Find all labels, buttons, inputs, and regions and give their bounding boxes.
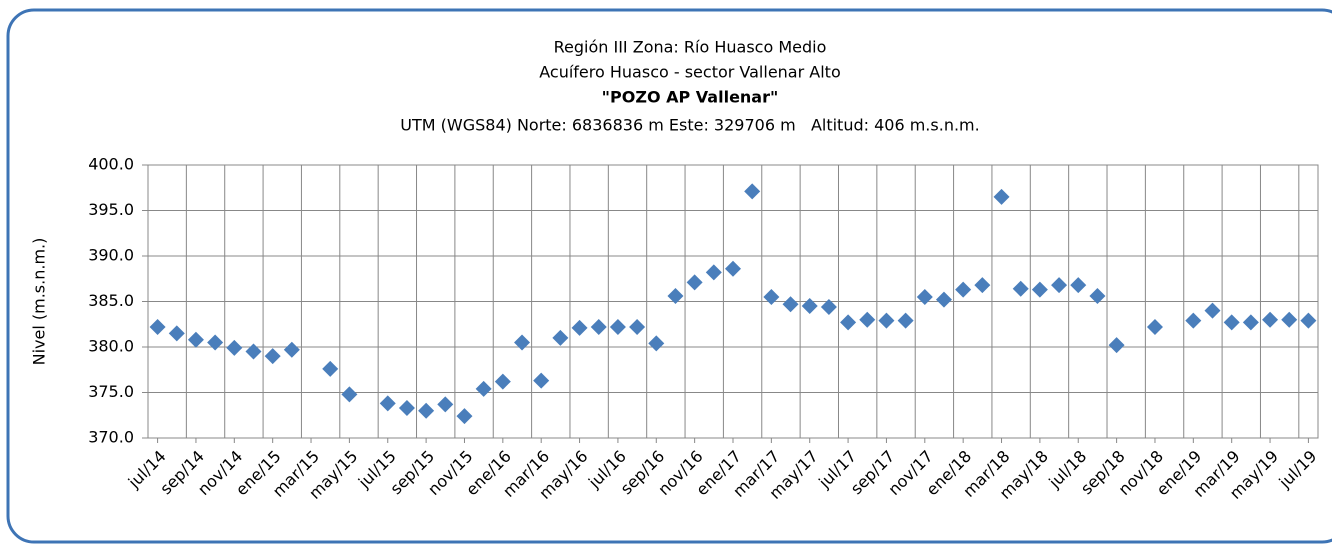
data-point: [1300, 312, 1317, 329]
data-point: [705, 264, 722, 281]
data-point: [1281, 311, 1298, 328]
data-point: [629, 318, 646, 335]
data-point: [475, 380, 492, 397]
data-point: [1031, 281, 1048, 298]
data-point: [1070, 277, 1087, 294]
data-point: [935, 291, 952, 308]
data-point: [379, 395, 396, 412]
data-point: [725, 260, 741, 277]
y-axis-label: Nivel (m.s.n.m.): [30, 238, 49, 366]
data-point: [322, 360, 339, 377]
data-point: [514, 334, 531, 351]
y-tick-label: 395.0: [88, 200, 134, 219]
data-point: [1089, 288, 1106, 305]
data-point: [686, 274, 703, 291]
data-point: [648, 335, 665, 352]
y-tick-label: 375.0: [88, 382, 134, 401]
data-point: [1262, 311, 1279, 328]
data-point: [283, 341, 300, 358]
chart-title: "POZO AP Vallenar": [602, 88, 779, 107]
data-point: [763, 288, 780, 305]
data-point: [993, 188, 1010, 205]
data-point: [456, 408, 473, 425]
data-point: [437, 396, 454, 413]
data-point: [878, 312, 895, 329]
y-tick-label: 400.0: [88, 155, 134, 174]
data-point: [1108, 337, 1125, 354]
data-point: [916, 288, 933, 305]
data-point: [398, 399, 415, 416]
data-point: [187, 331, 204, 348]
data-point: [264, 348, 281, 365]
data-point: [801, 298, 818, 315]
y-tick-label: 390.0: [88, 246, 134, 265]
data-point: [782, 296, 799, 313]
data-point: [341, 386, 358, 403]
data-point: [1051, 277, 1068, 294]
chart-subtitle: UTM (WGS84) Norte: 6836836 m Este: 32970…: [400, 116, 979, 135]
data-point: [1012, 280, 1029, 297]
data-point: [1223, 314, 1240, 331]
data-point: [590, 318, 607, 335]
data-point: [418, 402, 435, 419]
data-point: [840, 314, 857, 331]
data-point: [820, 298, 837, 315]
data-point: [609, 318, 626, 335]
data-point: [897, 312, 914, 329]
data-point: [955, 281, 972, 298]
chart-subtitle: Región III Zona: Río Huasco Medio: [554, 38, 827, 57]
data-point: [744, 183, 761, 200]
data-point: [1185, 312, 1202, 329]
data-point: [552, 329, 569, 346]
data-point: [207, 334, 224, 351]
y-tick-label: 385.0: [88, 291, 134, 310]
data-point: [245, 343, 262, 360]
data-point: [1204, 302, 1221, 319]
data-point: [533, 372, 550, 389]
data-point: [226, 339, 243, 356]
data-point: [168, 325, 185, 342]
y-tick-label: 370.0: [88, 428, 134, 447]
data-point: [974, 277, 991, 294]
y-tick-label: 380.0: [88, 337, 134, 356]
data-point: [149, 318, 166, 335]
data-point: [1146, 318, 1163, 335]
chart-subtitle: Acuífero Huasco - sector Vallenar Alto: [539, 63, 840, 82]
data-point: [494, 373, 511, 390]
data-point: [667, 288, 684, 305]
data-point: [1242, 314, 1259, 331]
data-point: [859, 311, 876, 328]
data-point: [571, 319, 588, 336]
